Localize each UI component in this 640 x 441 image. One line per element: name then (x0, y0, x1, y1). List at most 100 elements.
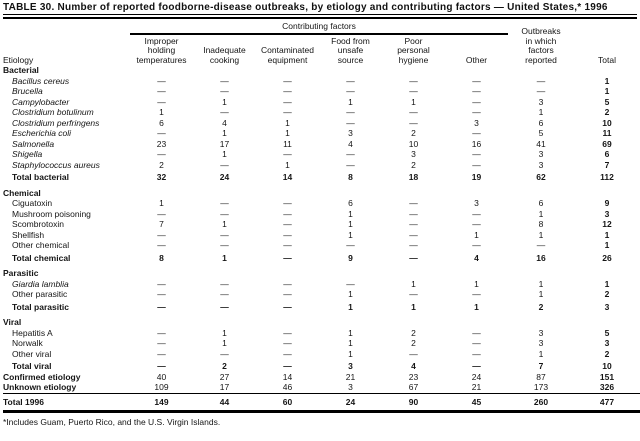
cell-value: 3 (604, 338, 610, 348)
cell-value: 11 (602, 128, 612, 138)
cell-value: 1 (538, 278, 544, 289)
row-label: Viral (3, 317, 22, 327)
table-row: Confirmed etiology 40 27 14 21 23 24 87 151 (3, 372, 640, 383)
cell-value: 109 (154, 382, 169, 392)
cell-value (382, 312, 445, 328)
row-label: Ciguatoxin (12, 198, 53, 208)
cell-value: 11 (283, 138, 292, 149)
cell-value: 8 (348, 172, 353, 182)
cell-value: 12 (602, 219, 612, 229)
outbreaks-table: Etiology Contributing factors Outbreaks … (3, 21, 640, 413)
cell-value: — (283, 348, 292, 359)
cell-value: 1 (348, 289, 353, 299)
cell-value (382, 65, 445, 76)
cell-value: 1 (285, 117, 290, 128)
cell-value: 1 (604, 75, 610, 86)
row-label: Norwalk (12, 338, 43, 348)
cell-value: — (283, 219, 292, 229)
row-label: Hepatitis A (12, 327, 53, 338)
cell-value: 1 (538, 107, 544, 117)
cell-value: 67 (408, 382, 419, 392)
cell-value (574, 183, 640, 199)
cell-value: 24 (471, 371, 482, 382)
cell-value: — (220, 86, 229, 96)
cell-value: — (283, 327, 292, 338)
table-row: Total bacterial 32 24 14 8 18 19 62 112 (3, 170, 640, 183)
cell-value: 1 (604, 278, 610, 289)
cell-value: — (157, 240, 166, 250)
cell-value: 10 (602, 117, 612, 128)
cell-value: — (472, 208, 481, 219)
cell-value: 87 (536, 371, 546, 382)
cell-value: 3 (474, 117, 479, 128)
cell-value: — (472, 107, 481, 117)
cell-value: 1 (538, 289, 544, 299)
cell-value: 23 (408, 371, 419, 382)
cell-value: 90 (382, 392, 445, 413)
cell-value: 6 (538, 117, 544, 128)
row-label: Other chemical (12, 240, 70, 250)
table-header: Etiology Contributing factors Outbreaks … (3, 21, 640, 65)
cell-value: — (157, 149, 166, 159)
cell-value: — (346, 107, 355, 117)
cell-value: 3 (538, 338, 544, 348)
cell-value: — (157, 278, 166, 289)
cell-value: — (409, 240, 418, 250)
cell-value: 2 (411, 338, 416, 348)
cell-value (130, 312, 193, 328)
cell-value (130, 65, 193, 76)
cell-value: 1 (285, 159, 290, 170)
cell-value: 4 (348, 138, 353, 149)
cell-value: — (472, 149, 481, 159)
cell-value (319, 312, 382, 328)
cell-value: 326 (599, 382, 615, 392)
table-row: Total viral — 2 — 3 4 — 7 10 (3, 359, 640, 372)
cell-value: — (220, 198, 229, 208)
cell-value: 46 (282, 382, 293, 392)
table-row: Clostridium perfringens 6 4 1 — — 3 6 10 (3, 118, 640, 129)
cell-value: 1 (474, 301, 479, 312)
cell-value: 17 (219, 138, 230, 149)
cell-value: 173 (533, 382, 549, 392)
cell-value: — (157, 361, 166, 371)
cell-value: 149 (130, 392, 193, 413)
cell-value: 3 (538, 327, 544, 338)
row-label: Escherichia coli (12, 128, 72, 138)
cell-value: 1 (222, 252, 227, 263)
cell-value: 60 (256, 392, 319, 413)
cell-value: — (220, 289, 229, 299)
cell-value: — (283, 208, 292, 219)
cell-value: 21 (471, 382, 482, 392)
table-row: Total chemical 8 1 — 9 — 4 16 26 (3, 251, 640, 264)
cell-value: 112 (600, 172, 614, 182)
cell-value (193, 263, 256, 279)
row-label: Scombrotoxin (12, 219, 64, 229)
cell-value: 16 (536, 252, 546, 263)
cell-value: — (346, 240, 355, 250)
cell-value (508, 183, 574, 199)
row-label: Chemical (3, 187, 41, 198)
column-header-total: Total (598, 54, 616, 65)
cell-value: — (220, 75, 229, 86)
cell-value: — (157, 208, 166, 219)
cell-value: — (157, 289, 166, 299)
cell-value (319, 183, 382, 199)
cell-value: 1 (348, 348, 353, 359)
cell-value: 69 (602, 138, 612, 149)
cell-value: 14 (282, 172, 293, 182)
cell-value: 260 (508, 392, 575, 413)
cell-value: 3 (604, 301, 610, 312)
cell-value: 2 (411, 159, 416, 170)
cell-value: 8 (538, 219, 544, 229)
cell-value (508, 263, 574, 279)
cell-value: 21 (345, 371, 356, 382)
cell-value: — (409, 289, 418, 299)
cell-value: 151 (599, 371, 615, 382)
cell-value: 1 (474, 229, 479, 240)
cell-value: 1 (222, 149, 227, 159)
cell-value: — (536, 86, 546, 96)
cell-value: — (346, 149, 355, 159)
column-header-outbreaks-reported: Outbreaks in which factors reported (521, 26, 561, 65)
cell-value: 1 (222, 219, 227, 229)
cell-value (445, 183, 508, 199)
